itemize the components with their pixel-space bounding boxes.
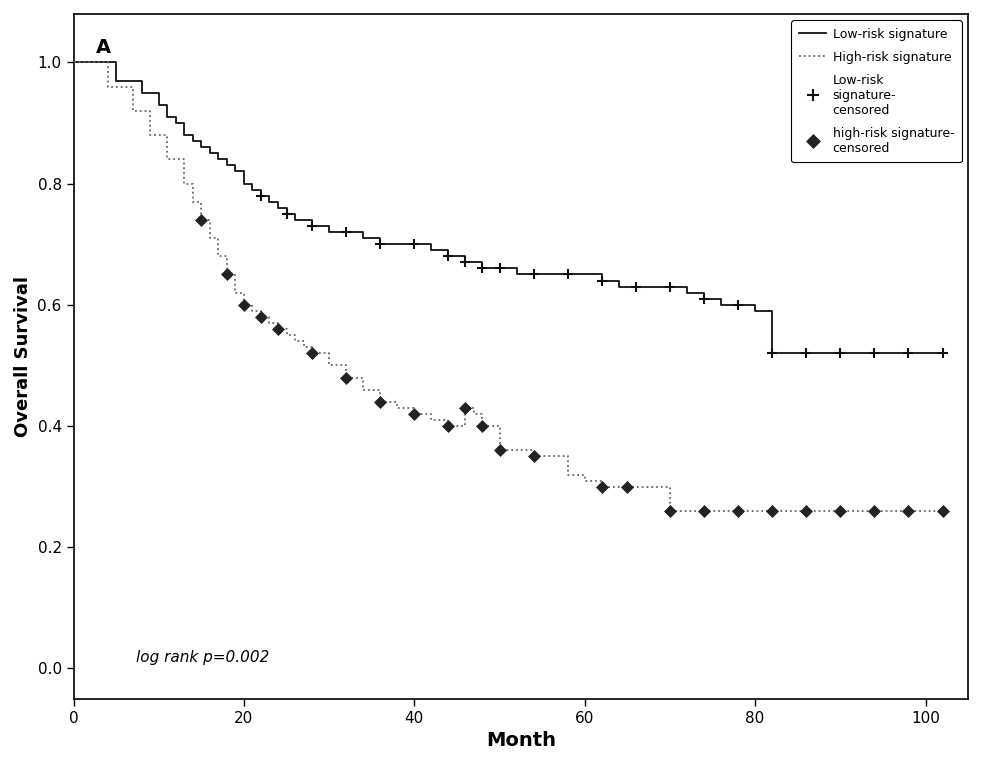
X-axis label: Month: Month <box>486 731 556 750</box>
Legend: Low-risk signature, High-risk signature, Low-risk
signature-
censored, high-risk: Low-risk signature, High-risk signature,… <box>791 20 961 162</box>
Text: A: A <box>96 38 111 57</box>
Text: log rank p=0.002: log rank p=0.002 <box>136 649 269 665</box>
Y-axis label: Overall Survival: Overall Survival <box>14 276 31 437</box>
